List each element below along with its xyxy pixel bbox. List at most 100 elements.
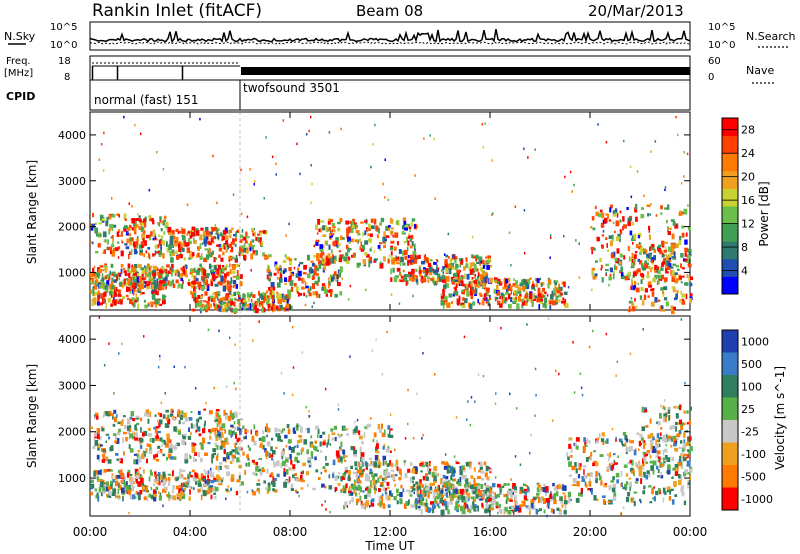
echo-cell	[335, 450, 340, 456]
echo-cell	[379, 261, 382, 265]
echo-cell	[491, 159, 493, 162]
echo-cell	[269, 474, 272, 478]
echo-cell	[514, 486, 517, 490]
echo-cell	[594, 273, 598, 277]
echo-cell	[335, 237, 340, 241]
echo-cell	[90, 479, 94, 484]
echo-cell	[212, 476, 215, 481]
beam-label: Beam 08	[356, 2, 423, 20]
echo-cell	[276, 291, 279, 295]
echo-cell	[422, 433, 424, 437]
echo-cell	[151, 218, 154, 222]
echo-cell	[621, 440, 624, 445]
echo-cell	[482, 492, 485, 496]
echo-cell	[599, 454, 604, 457]
echo-cell	[181, 268, 184, 273]
echo-cell	[273, 305, 276, 312]
echo-cell	[315, 291, 318, 296]
echo-cell	[664, 460, 666, 464]
x-tick-label: 04:00	[173, 525, 208, 539]
echo-cell	[115, 438, 120, 444]
echo-cell	[520, 490, 524, 494]
echo-cell	[133, 241, 136, 247]
echo-cell	[513, 488, 518, 494]
echo-cell	[142, 236, 145, 242]
echo-cell	[464, 284, 469, 289]
echo-cell	[103, 469, 108, 472]
echo-cell	[666, 438, 669, 442]
echo-cell	[647, 271, 649, 275]
echo-cell	[466, 492, 471, 498]
echo-cell	[225, 490, 230, 493]
echo-cell	[539, 508, 542, 512]
echo-cell	[340, 489, 343, 493]
echo-cell	[670, 219, 675, 222]
echo-cell	[231, 412, 235, 417]
echo-cell	[94, 227, 98, 234]
echo-cell	[294, 456, 298, 462]
xaxis-label: Time UT	[364, 539, 415, 553]
echo-cell	[681, 491, 685, 497]
echo-cell	[178, 253, 182, 259]
echo-cell	[116, 474, 121, 479]
echo-cell	[666, 219, 668, 224]
echo-cell	[120, 239, 123, 242]
echo-cell	[345, 483, 348, 489]
echo-cell	[421, 495, 425, 501]
echo-cell	[555, 297, 557, 301]
echo-cell	[96, 474, 98, 477]
echo-cell	[488, 297, 492, 300]
echo-cell	[199, 416, 202, 419]
echo-cell	[418, 494, 423, 499]
echo-cell	[161, 285, 165, 290]
echo-cell	[330, 258, 335, 264]
echo-cell	[175, 228, 179, 232]
echo-cell	[513, 507, 517, 512]
echo-cell	[515, 290, 518, 297]
echo-cell	[389, 434, 394, 438]
echo-cell	[412, 273, 415, 279]
echo-cell	[321, 286, 325, 291]
echo-cell	[416, 392, 418, 395]
echo-cell	[657, 248, 662, 253]
echo-cell	[353, 482, 357, 486]
echo-cell	[274, 446, 278, 450]
echo-cell	[455, 461, 460, 465]
echo-cell	[226, 280, 229, 286]
echo-cell	[180, 245, 182, 251]
echo-cell	[583, 469, 585, 475]
echo-cell	[337, 483, 341, 486]
echo-cell	[489, 468, 493, 472]
echo-cell	[292, 325, 294, 329]
echo-cell	[391, 227, 394, 230]
echo-cell	[283, 307, 287, 312]
echo-cell	[560, 292, 563, 296]
echo-cell	[290, 459, 293, 465]
echo-cell	[221, 235, 226, 241]
echo-cell	[491, 213, 493, 217]
echo-cell	[141, 274, 143, 277]
echo-cell	[111, 277, 114, 283]
echo-cell	[204, 452, 208, 456]
echo-cell	[538, 496, 540, 500]
colorbar-segment	[722, 258, 738, 277]
echo-cell	[330, 291, 333, 297]
echo-cell	[134, 496, 137, 499]
echo-cell	[406, 246, 409, 251]
echo-cell	[359, 472, 362, 475]
echo-cell	[230, 435, 233, 438]
echo-cell	[124, 282, 128, 286]
echo-cell	[486, 476, 489, 480]
echo-cell	[264, 448, 267, 453]
echo-cell	[112, 271, 116, 274]
echo-cell	[115, 482, 118, 486]
echo-cell	[162, 488, 165, 492]
echo-cell	[637, 235, 640, 239]
echo-cell	[339, 446, 342, 450]
echo-cell	[128, 511, 130, 515]
echo-cell	[153, 474, 156, 477]
echo-cell	[190, 423, 193, 429]
echo-cell	[129, 241, 133, 246]
echo-cell	[214, 224, 217, 227]
echo-cell	[316, 273, 319, 277]
